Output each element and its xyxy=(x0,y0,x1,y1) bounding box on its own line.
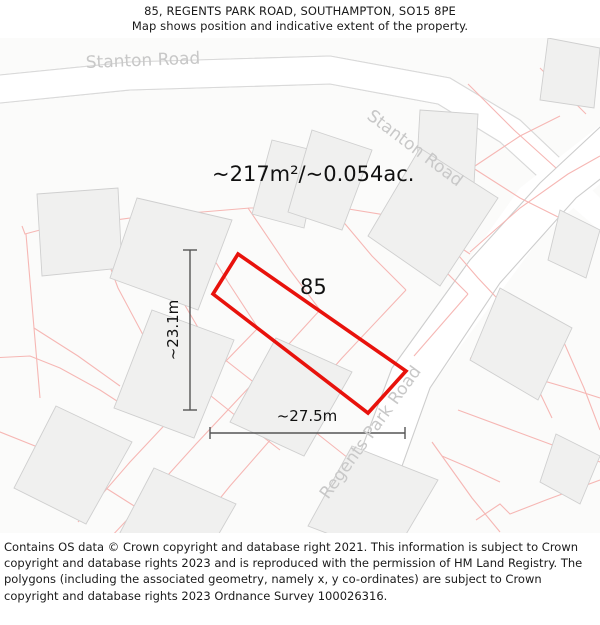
road-casing-regents-west xyxy=(329,126,600,533)
map-header: 85, REGENTS PARK ROAD, SOUTHAMPTON, SO15… xyxy=(0,0,600,38)
property-boundary-polygon[interactable] xyxy=(210,251,409,416)
road-casing-regents-east xyxy=(377,178,600,533)
page-title: 85, REGENTS PARK ROAD, SOUTHAMPTON, SO15… xyxy=(144,4,456,18)
road-label-stanton-road-horizontal: Stanton Road xyxy=(85,49,200,73)
page-subtitle: Map shows position and indicative extent… xyxy=(131,19,469,33)
road-casing-stanton-north-2 xyxy=(0,55,561,159)
road-casing-stanton-south-2 xyxy=(0,83,549,187)
road-network xyxy=(0,55,600,533)
dimension-lines xyxy=(183,249,406,439)
map-footer: Contains OS data © Crown copyright and d… xyxy=(0,533,600,625)
map-canvas[interactable]: Stanton Road Stanton Road Regents Park R… xyxy=(0,38,600,533)
road-surface-regents-park xyxy=(330,125,600,533)
copyright-text: Contains OS data © Crown copyright and d… xyxy=(4,540,583,603)
height-dimension-label: ~23.1m xyxy=(164,300,182,361)
width-dimension-label: ~27.5m xyxy=(277,407,338,425)
building-footprints xyxy=(13,38,600,533)
road-surface-stanton xyxy=(0,56,560,186)
area-label: ~217m²/~0.054ac. xyxy=(212,162,414,186)
plot-number-label: 85 xyxy=(300,275,327,299)
